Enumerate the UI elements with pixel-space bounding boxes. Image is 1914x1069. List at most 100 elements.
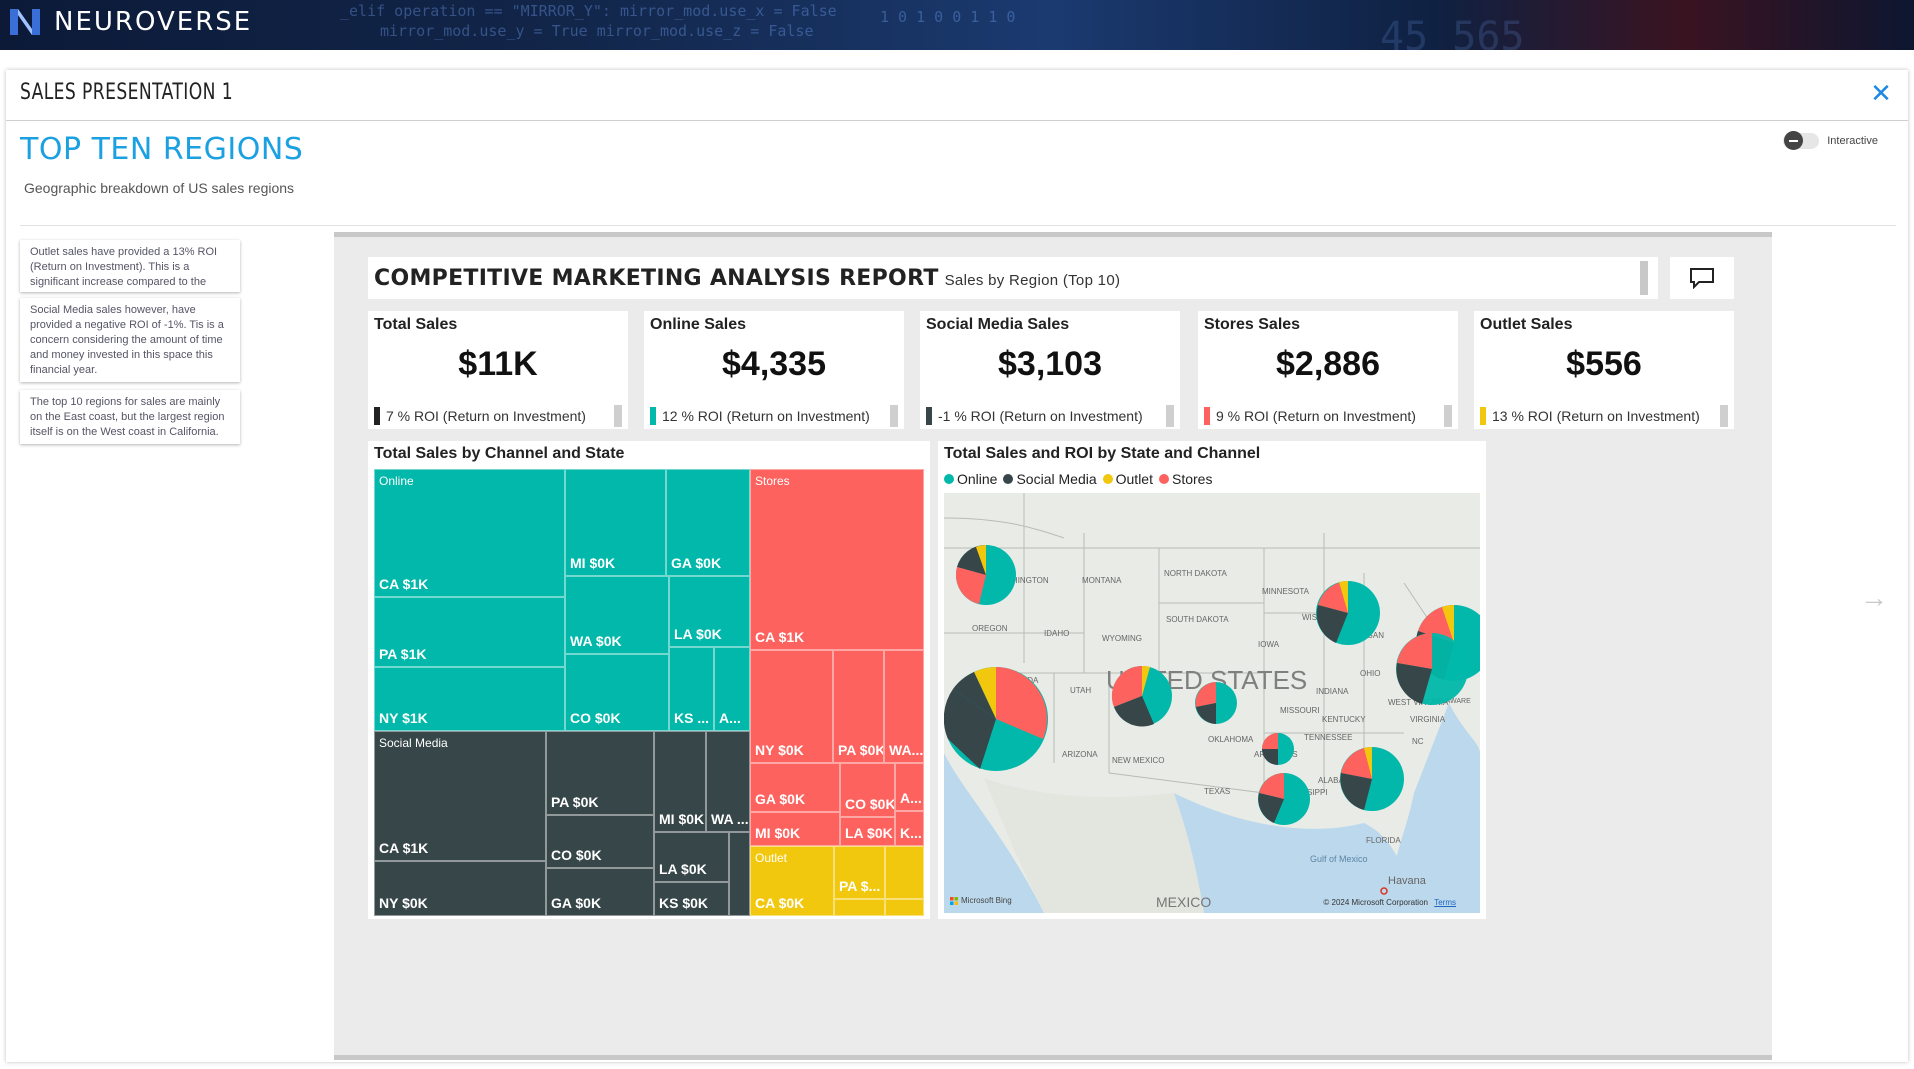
place-label: MISSOURI [1280,706,1320,715]
legend-item-online[interactable]: Online [944,471,997,487]
neuroverse-logo-icon [10,9,40,35]
pie-slice [1340,773,1372,810]
place-label: OHIO [1360,669,1380,678]
kpi-end-bar [1720,405,1728,427]
legend-dot [1003,474,1014,484]
treemap-cell[interactable]: WA ... [706,731,750,832]
treemap-cell[interactable]: PA $0K [546,731,654,815]
pie-new-york[interactable] [1396,633,1468,705]
treemap-cell[interactable]: KS $0K [654,882,729,916]
pie-washington[interactable] [955,544,1016,605]
treemap-cell[interactable]: A... [714,647,750,731]
treemap-cell[interactable]: PA $0K [833,650,884,763]
place-label: UTAH [1070,686,1091,695]
treemap-cell[interactable]: NY $1K [374,667,565,731]
panel-header: SALES PRESENTATION 1 ✕ [6,70,1908,121]
treemap-cell-label: MI $0K [659,811,705,827]
treemap-cell[interactable]: Online CA $1K [374,469,565,597]
interactive-toggle[interactable] [1783,131,1820,150]
treemap-cell-label: KS ... [674,710,710,726]
comment-icon [1690,268,1714,289]
treemap-cell[interactable] [834,899,885,916]
pie-arkansas[interactable] [1262,733,1294,765]
kpi-end-bar [614,405,622,427]
legend-item-social[interactable]: Social Media [1003,471,1097,487]
treemap-cell[interactable]: K... [895,811,924,846]
treemap-cell[interactable]: MI $0K [750,812,840,846]
toggle-knob-icon [1784,131,1804,150]
pie-slice [1195,682,1216,707]
pie-slice [1262,733,1278,749]
treemap-cell[interactable]: Outlet CA $0K [750,846,834,916]
treemap-cell-label: NY $0K [755,742,804,758]
treemap[interactable]: Online CA $1K PA $1K NY $1K MI $0K GA $0K… [374,469,924,916]
brand[interactable]: NEUROVERSE [8,5,252,39]
microsoft-logo-icon [950,896,958,905]
treemap-cell[interactable]: GA $0K [666,469,750,576]
treemap-group-label: Outlet [755,851,788,865]
close-button[interactable]: ✕ [1868,80,1894,106]
next-page-chevron-icon[interactable]: → [1860,582,1888,613]
treemap-cell[interactable]: GA $0K [546,868,654,916]
pie-georgia[interactable] [1340,746,1404,811]
kpi-value: $2,886 [1276,345,1380,383]
treemap-cell[interactable]: PA $1K [374,597,565,667]
map-card: Total Sales and ROI by State and Channel… [938,441,1486,919]
pie-california[interactable] [944,667,1048,771]
terms-link[interactable]: Terms [1434,898,1456,907]
place-label: WYOMING [1102,634,1142,643]
treemap-cell[interactable]: A... [895,763,924,811]
us-map[interactable]: WASHINGTON OREGON MONTANA IDAHO WYOMING … [944,493,1480,913]
treemap-cell[interactable]: KS ... [669,647,714,731]
treemap-cell[interactable]: LA $0K [669,576,750,647]
treemap-cell[interactable]: WA $0K [565,576,669,654]
treemap-cell[interactable]: CO $0K [546,815,654,868]
treemap-cell[interactable]: NY $0K [750,650,833,763]
treemap-cell-label: NY $0K [379,895,428,911]
treemap-cell[interactable]: LA $0K [840,817,895,846]
pie-michigan[interactable] [1316,580,1380,645]
kpi-roi: 9 % ROI (Return on Investment) [1216,408,1416,424]
place-label: WASHINGTON [994,576,1049,585]
kpi-value: $11K [458,345,538,383]
treemap-cell[interactable]: CO $0K [840,763,895,817]
map-copyright: © 2024 Microsoft Corporation Terms [1323,898,1456,907]
treemap-cell-label: NY $1K [379,710,428,726]
pie-louisiana[interactable] [1258,773,1310,825]
kpi-roi: 13 % ROI (Return on Investment) [1492,408,1700,424]
treemap-cell[interactable]: PA $... [834,846,885,899]
treemap-cell[interactable] [729,832,750,916]
note-card-regions: The top 10 regions for sales are mainly … [20,390,240,444]
treemap-cell[interactable]: WA... [884,650,924,763]
treemap-cell[interactable]: Social Media CA $1K [374,731,546,861]
treemap-cell-label: K... [900,825,922,841]
place-label: DELAWARE [1432,698,1471,705]
pie-colorado[interactable] [1111,665,1172,727]
treemap-cell[interactable]: GA $0K [750,763,840,812]
kpi-value: $556 [1566,345,1642,383]
pie-slice [1111,665,1142,707]
place-label: KENTUCKY [1322,715,1366,724]
treemap-cell[interactable] [885,899,924,916]
treemap-cell[interactable]: NY $0K [374,861,546,916]
place-label: NEW MEXICO [1112,756,1164,765]
treemap-cell[interactable] [885,846,924,899]
pie-kansas[interactable] [1195,682,1237,724]
pie-slice [1442,605,1454,643]
place-label: Havana [1388,875,1427,887]
pie-slice [1196,703,1216,724]
legend-item-stores[interactable]: Stores [1158,471,1212,487]
treemap-cell-label: CA $1K [379,840,429,856]
pie-slice [1262,749,1278,765]
treemap-cell[interactable]: Stores CA $1K [750,469,924,650]
legend-item-outlet[interactable]: Outlet [1102,471,1153,487]
treemap-cell[interactable]: CO $0K [565,654,669,731]
report-canvas: COMPETITIVE MARKETING ANALYSIS REPORT Sal… [334,232,1772,1060]
treemap-cell[interactable]: LA $0K [654,832,729,882]
pie-slice [1259,773,1284,799]
treemap-cell-label: CA $0K [755,895,805,911]
divider [20,225,1896,226]
treemap-cell[interactable]: MI $0K [654,731,706,832]
comment-button[interactable] [1670,257,1734,299]
treemap-cell[interactable]: MI $0K [565,469,666,576]
